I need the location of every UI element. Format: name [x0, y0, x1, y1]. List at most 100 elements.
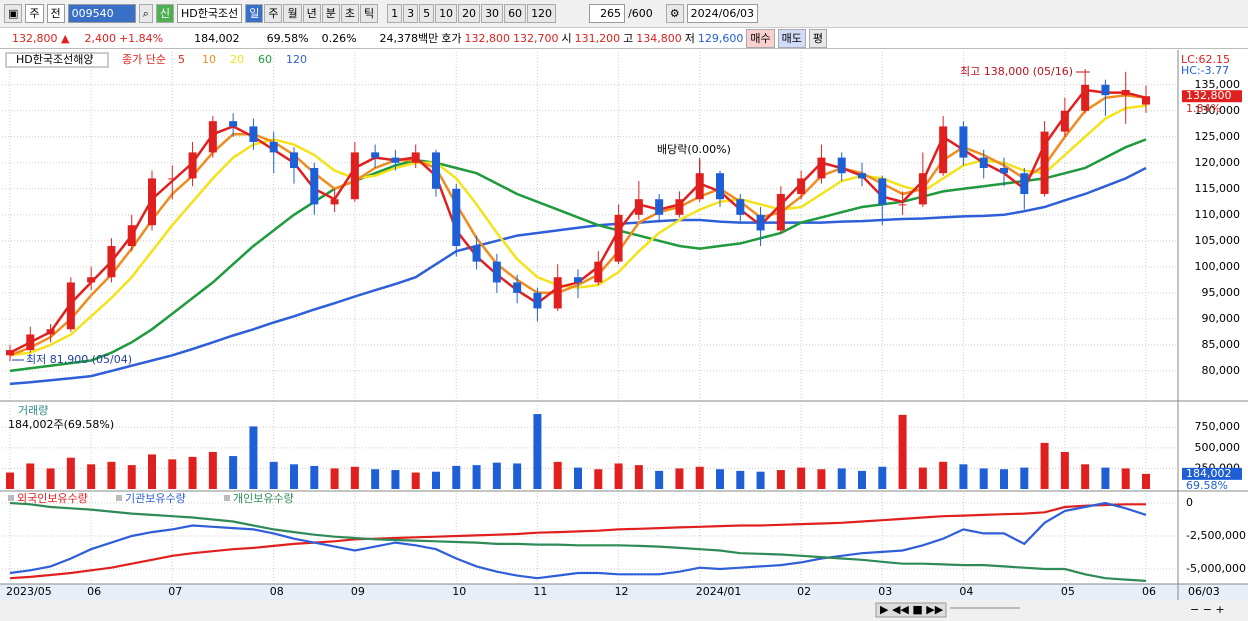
y-tick-label: -5,000,000	[1186, 562, 1246, 575]
chart-bg	[0, 50, 1248, 621]
y-tick-label: 500,000	[1195, 441, 1241, 454]
ma-method: 종가 단순	[122, 53, 166, 66]
candle-body	[249, 126, 258, 142]
nav-buttons[interactable]	[875, 602, 947, 618]
candle-body	[432, 152, 440, 189]
zoom[interactable]: − − +	[1190, 603, 1225, 616]
candle-body	[1000, 168, 1008, 174]
line	[9, 503, 1146, 580]
candle-body	[492, 261, 501, 283]
y-tick-label: 90,000	[1202, 312, 1241, 325]
candle-body	[472, 246, 481, 262]
x-tick-label: 05	[1061, 585, 1075, 598]
candle-body	[26, 334, 35, 351]
open: 131,200	[574, 31, 621, 45]
interval-tab[interactable]: 120	[527, 4, 557, 23]
candle-body	[756, 214, 765, 231]
last-value: 184,002	[1186, 467, 1232, 480]
candle-body	[716, 173, 724, 200]
tools[interactable]: ⚙	[665, 4, 684, 23]
period-tab[interactable]: 월	[283, 4, 302, 23]
panel-title: 거래량	[18, 404, 48, 417]
icon[interactable]: ▣	[4, 4, 23, 23]
scroll-bar[interactable]	[0, 600, 1248, 621]
candle-body	[208, 121, 217, 153]
candle-body	[87, 277, 96, 283]
candle-body	[939, 126, 948, 174]
x-tick-label: 11	[533, 585, 547, 598]
intervals: 1 3 5 10 20 30 60 120	[387, 4, 557, 23]
volume-bar	[249, 426, 258, 489]
volume-bar	[411, 472, 420, 489]
interval-tab[interactable]: 5	[419, 4, 435, 23]
interval-tab[interactable]: 1	[387, 4, 403, 23]
interval-tab[interactable]: 20	[458, 4, 481, 23]
prev[interactable]: 전	[46, 4, 65, 23]
interval-tab[interactable]: 10	[435, 4, 458, 23]
nav-icons[interactable]: ▶ ◀◀ ■ ▶▶	[880, 603, 944, 616]
period-tab[interactable]: 분	[321, 4, 340, 23]
volume-bar	[898, 414, 907, 489]
volume-bar	[776, 470, 785, 489]
volume-bar	[148, 454, 156, 489]
y-tick-label: 115,000	[1195, 182, 1241, 195]
candle-body	[1040, 131, 1049, 195]
x-tick-label: 12	[615, 585, 629, 598]
low: 129,600	[697, 31, 744, 45]
count[interactable]: 265	[589, 4, 626, 23]
volume-bar	[1060, 451, 1069, 489]
volume-bar	[168, 459, 177, 489]
volume-bar	[736, 470, 745, 489]
last-rate: 69.58%	[1186, 479, 1228, 492]
sell[interactable]: 매도	[777, 28, 806, 48]
high-label: 고	[623, 32, 634, 45]
date[interactable]: 2024/06/03	[686, 4, 759, 23]
period-tab[interactable]: 초	[340, 4, 359, 23]
volume-bar	[837, 468, 846, 489]
period-tab[interactable]: 주	[264, 4, 283, 23]
volume-bar	[675, 468, 684, 489]
x-tick-label: 2023/05	[6, 585, 52, 598]
candle-body	[411, 152, 420, 163]
candle-body	[817, 157, 826, 179]
interval-tab[interactable]: 30	[481, 4, 504, 23]
candle-body	[6, 350, 14, 356]
code-input[interactable]: 009540	[67, 4, 136, 23]
y-tick-label: -2,500,000	[1186, 529, 1246, 542]
amount: 24,378백만	[379, 32, 439, 45]
volume-bar	[127, 465, 136, 489]
volume-bar	[594, 469, 603, 489]
legend-item: 60	[258, 53, 272, 66]
avg[interactable]: 평	[808, 28, 828, 48]
interval-tab[interactable]: 3	[403, 4, 419, 23]
period-tab[interactable]: 년	[302, 4, 321, 23]
mode[interactable]: 주	[25, 4, 44, 23]
legend-item: 외국인보유수량	[17, 492, 88, 505]
candle-body	[1142, 96, 1150, 105]
y-tick-label: 120,000	[1195, 156, 1241, 169]
volume-bar	[513, 463, 522, 489]
x-tick-label: 06	[87, 585, 101, 598]
volume-bar	[107, 461, 116, 489]
volume-bar	[1121, 468, 1130, 489]
open-label: 시	[561, 32, 572, 45]
last-rate: 1.84%	[1186, 102, 1221, 115]
interval-tab[interactable]: 60	[504, 4, 527, 23]
volume-bar	[66, 457, 75, 489]
volume: 184,002	[194, 31, 240, 45]
period-tab[interactable]: 틱	[359, 4, 379, 23]
legend-item: 10	[202, 53, 216, 66]
volume-bar	[229, 456, 238, 489]
dividend-note: 배당락(0.00%)	[657, 143, 731, 156]
period-tab[interactable]: 일	[245, 4, 264, 23]
lc: LC:62.15	[1181, 53, 1230, 66]
search[interactable]: ⌕	[138, 4, 153, 23]
legend-item: 20	[230, 53, 244, 66]
volume-bar	[371, 469, 380, 489]
legend-item: 120	[286, 53, 307, 66]
buy[interactable]: 매수	[746, 28, 775, 48]
x-tick-label: 07	[168, 585, 182, 598]
panel-subtitle: 184,002주(69.58%)	[8, 418, 114, 431]
volume-bar	[979, 468, 988, 489]
